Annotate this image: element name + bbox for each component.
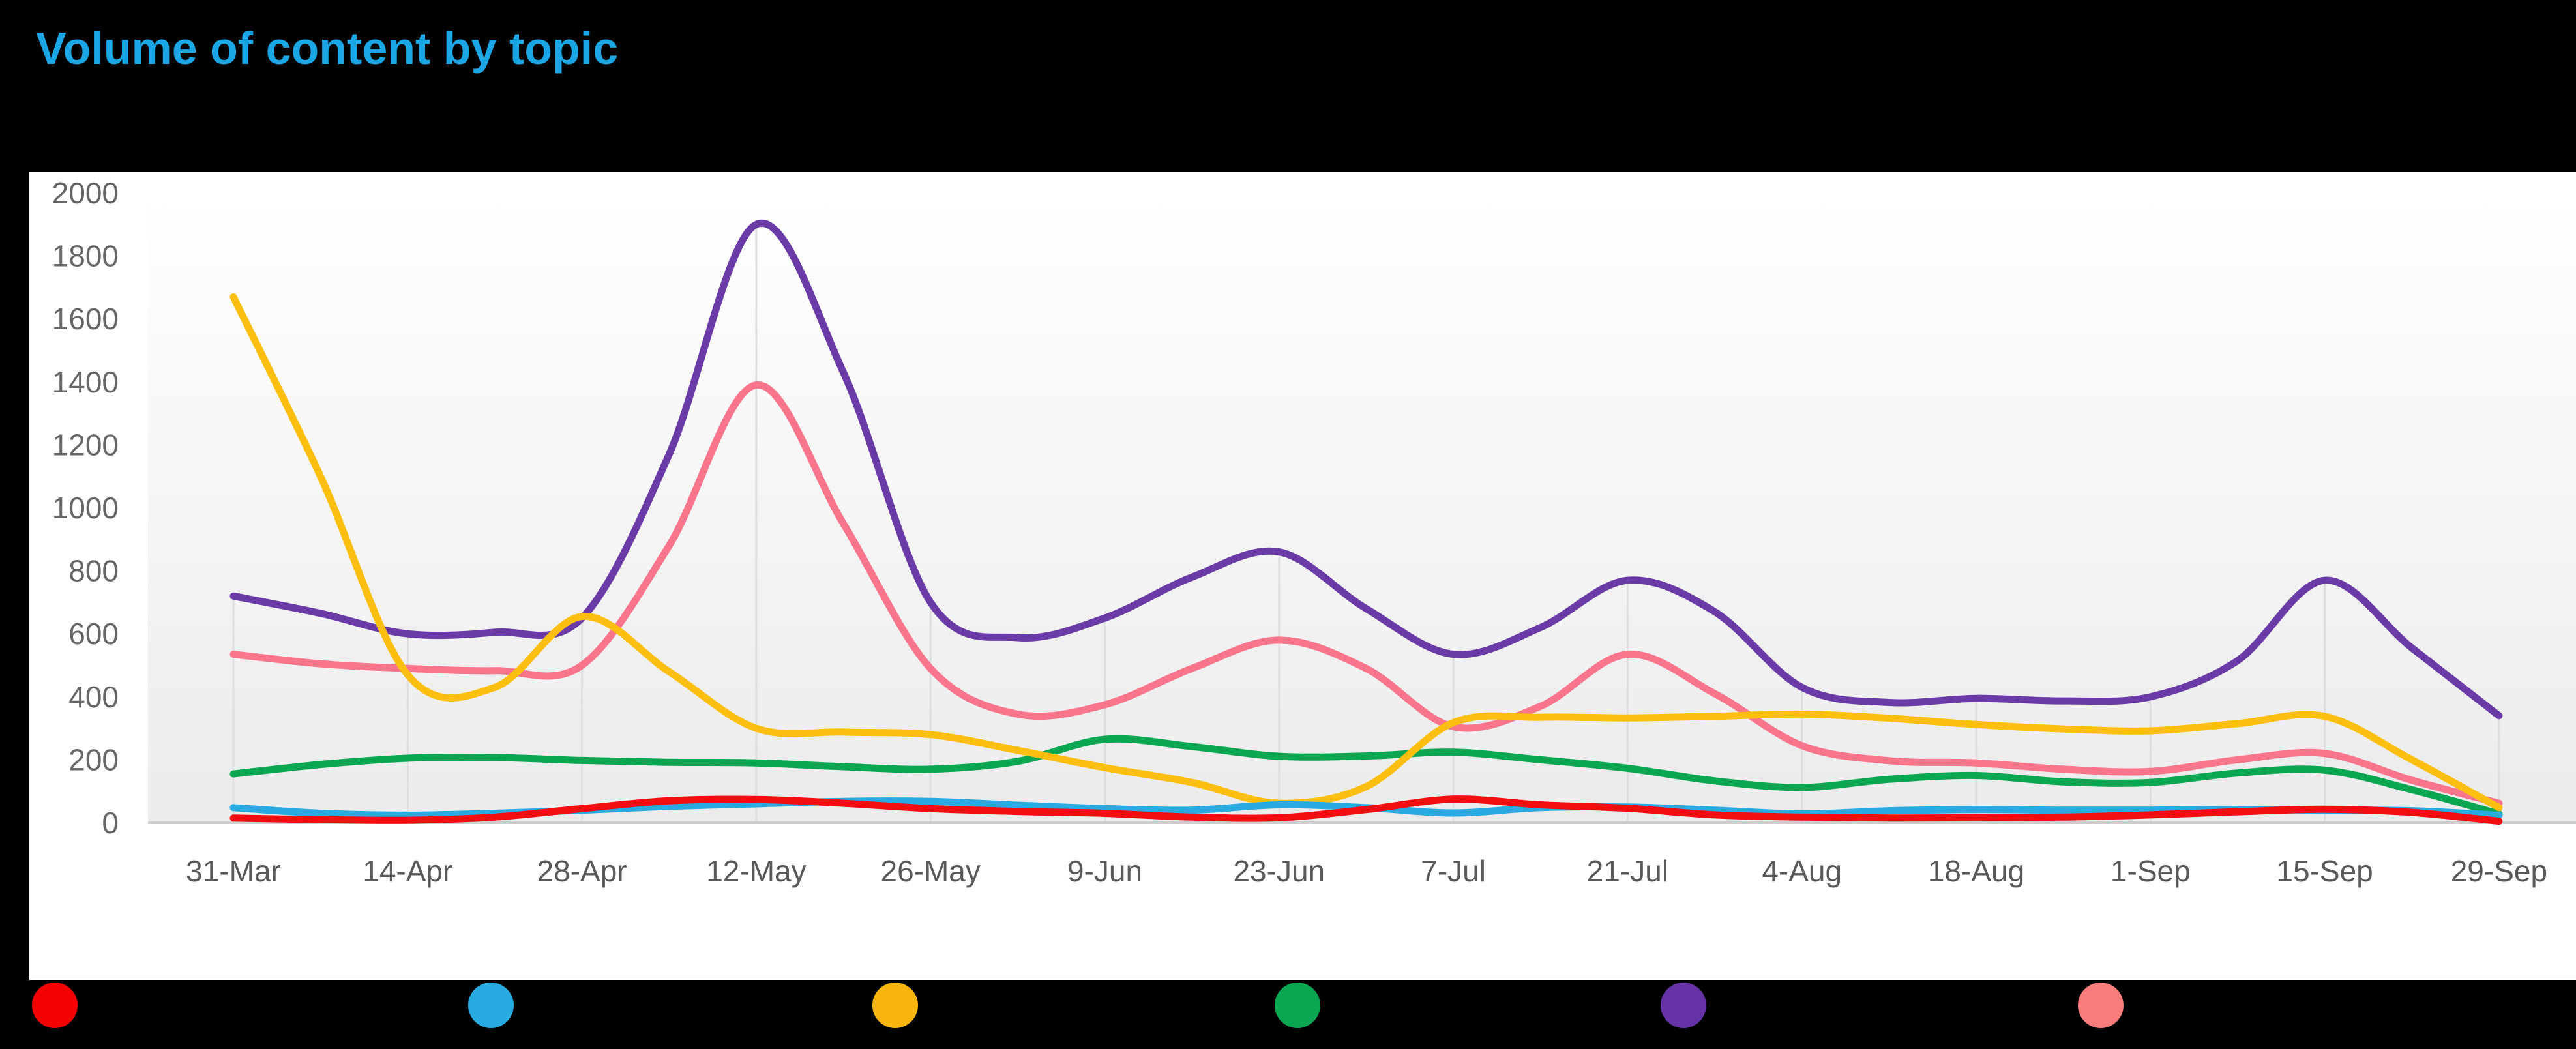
y-axis-label-1200: 1200 [52,428,119,462]
y-axis-label-400: 400 [68,680,119,714]
y-axis-label-1000: 1000 [52,491,119,525]
chart-title: Volume of content by topic [36,23,619,74]
legend-dot-yellow[interactable] [872,983,918,1028]
legend-dot-red[interactable] [32,983,78,1028]
y-axis-label-600: 600 [68,617,119,651]
series-line-purple [229,219,2503,720]
x-axis-label-21-Jul: 21-Jul [1587,854,1668,888]
x-axis-label-31-Mar: 31-Mar [186,854,281,888]
x-axis-label-26-May: 26-May [881,854,981,888]
y-axis-label-800: 800 [68,554,119,588]
x-axis-label-1-Sep: 1-Sep [2110,854,2191,888]
x-axis-label-4-Aug: 4-Aug [1762,854,1842,888]
y-axis-label-1400: 1400 [52,365,119,399]
x-axis-label-9-Jun: 9-Jun [1067,854,1142,888]
y-axis-label-1800: 1800 [52,239,119,273]
series-line-green [229,735,2503,818]
y-axis-label-0: 0 [102,806,119,840]
x-axis-label-12-May: 12-May [706,854,806,888]
series-line-pink [229,381,2503,807]
x-axis-label-15-Sep: 15-Sep [2276,854,2373,888]
x-axis-label-28-Apr: 28-Apr [537,854,627,888]
y-axis-label-1600: 1600 [52,302,119,336]
x-axis-label-29-Sep: 29-Sep [2451,854,2547,888]
x-axis-label-23-Jun: 23-Jun [1233,854,1325,888]
x-axis-label-14-Apr: 14-Apr [363,854,452,888]
legend-dot-blue[interactable] [468,983,514,1028]
series-line-red [229,795,2503,825]
legend-dot-pink[interactable] [2078,983,2124,1028]
legend-dot-green[interactable] [1275,983,1320,1028]
legend-dot-purple[interactable] [1661,983,1706,1028]
series-line-yellow [229,293,2503,812]
y-axis-label-2000: 2000 [52,176,119,210]
plot-area-background [148,193,2576,823]
x-axis-label-7-Jul: 7-Jul [1421,854,1486,888]
x-axis-label-18-Aug: 18-Aug [1928,854,2024,888]
y-axis-label-200: 200 [68,743,119,776]
